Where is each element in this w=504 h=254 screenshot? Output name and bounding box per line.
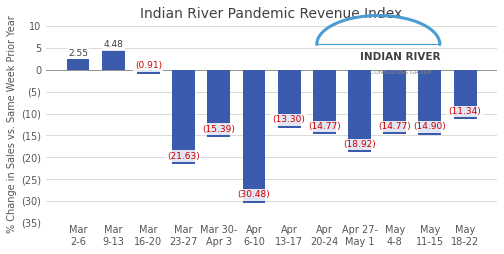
Text: (14.90): (14.90) — [414, 122, 447, 132]
Text: (0.91): (0.91) — [135, 61, 162, 70]
Text: CONSULTING GROUP: CONSULTING GROUP — [370, 70, 431, 75]
Text: (15.39): (15.39) — [202, 125, 235, 134]
Bar — [242, 70, 266, 203]
Text: (14.77): (14.77) — [308, 122, 341, 131]
Text: (18.92): (18.92) — [343, 140, 376, 149]
Bar — [348, 70, 371, 152]
Text: (30.48): (30.48) — [237, 190, 270, 199]
Text: INDIAN RIVER: INDIAN RIVER — [360, 52, 441, 62]
Bar — [454, 70, 477, 119]
Bar — [172, 70, 195, 164]
Text: 4.48: 4.48 — [103, 40, 123, 50]
Bar — [313, 70, 336, 134]
Bar — [137, 70, 160, 74]
Text: (13.30): (13.30) — [273, 116, 305, 124]
Bar — [102, 50, 124, 70]
Bar — [67, 59, 90, 70]
Bar — [207, 70, 230, 137]
Bar — [384, 70, 406, 134]
Text: (14.77): (14.77) — [379, 122, 411, 131]
Text: (11.34): (11.34) — [449, 107, 481, 116]
Title: Indian River Pandemic Revenue Index: Indian River Pandemic Revenue Index — [141, 7, 403, 21]
Y-axis label: % Change in Sales vs. Same Week Prior Year: % Change in Sales vs. Same Week Prior Ye… — [7, 15, 17, 233]
Text: 2.55: 2.55 — [68, 49, 88, 58]
Text: (21.63): (21.63) — [167, 152, 200, 161]
Bar — [278, 70, 300, 128]
Bar — [418, 70, 442, 135]
